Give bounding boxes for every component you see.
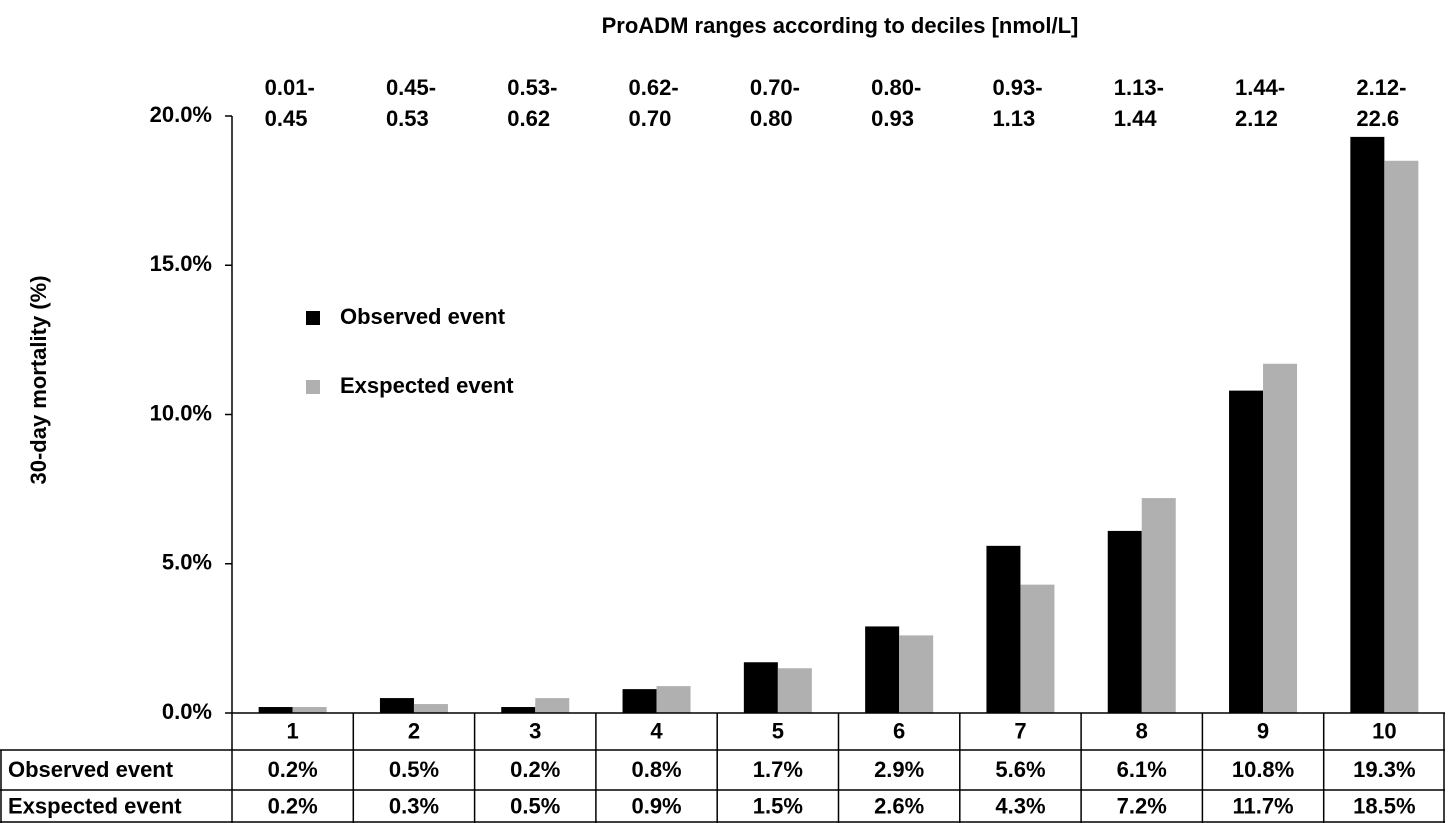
bar (501, 707, 536, 713)
x-tick-label: 1 (287, 718, 299, 743)
range-label: 0.80- (871, 75, 921, 100)
y-tick-label: 5.0% (162, 550, 212, 575)
bar (258, 707, 293, 713)
bar (656, 686, 691, 713)
table-value: 18.5% (1353, 793, 1415, 818)
range-label: 0.01- (265, 75, 315, 100)
range-label: 0.53- (507, 75, 557, 100)
x-tick-label: 2 (408, 718, 420, 743)
legend-label: Observed event (340, 304, 506, 329)
legend-swatch (306, 311, 320, 325)
bar (1229, 390, 1264, 713)
table-value: 0.8% (631, 757, 681, 782)
range-label: 1.13 (992, 106, 1035, 131)
table-value: 6.1% (1117, 757, 1167, 782)
table-value: 19.3% (1353, 757, 1415, 782)
bar (1263, 363, 1298, 713)
legend-label: Exspected event (340, 373, 514, 398)
bar (1141, 498, 1176, 713)
x-tick-label: 8 (1136, 718, 1148, 743)
range-label: 0.93- (992, 75, 1042, 100)
table-value: 1.5% (753, 793, 803, 818)
bar (1384, 160, 1419, 713)
bar (413, 704, 448, 713)
bar (1107, 530, 1142, 713)
table-value: 5.6% (995, 757, 1045, 782)
range-label: 0.70 (629, 106, 672, 131)
range-label: 0.62 (507, 106, 550, 131)
bar (899, 635, 934, 713)
bar (622, 689, 657, 713)
range-label: 22.6 (1356, 106, 1399, 131)
range-label: 2.12 (1235, 106, 1278, 131)
range-label: 0.45- (386, 75, 436, 100)
table-value: 0.2% (510, 757, 560, 782)
x-tick-label: 6 (893, 718, 905, 743)
table-value: 0.2% (268, 793, 318, 818)
table-value: 10.8% (1232, 757, 1294, 782)
table-value: 0.9% (631, 793, 681, 818)
y-tick-label: 0.0% (162, 699, 212, 724)
chart-title: ProADM ranges according to deciles [nmol… (602, 13, 1079, 38)
bar (743, 662, 778, 713)
table-value: 0.3% (389, 793, 439, 818)
x-tick-label: 3 (529, 718, 541, 743)
range-label: 0.53 (386, 106, 429, 131)
x-tick-label: 5 (772, 718, 784, 743)
range-label: 1.13- (1114, 75, 1164, 100)
y-tick-label: 20.0% (150, 102, 212, 127)
x-tick-label: 9 (1257, 718, 1269, 743)
table-value: 2.9% (874, 757, 924, 782)
range-label: 1.44- (1235, 75, 1285, 100)
x-tick-label: 7 (1014, 718, 1026, 743)
bar (1350, 136, 1385, 713)
bar (379, 698, 414, 713)
y-axis-title: 30-day mortality (%) (26, 275, 51, 484)
bar (535, 698, 570, 713)
range-label: 0.70- (750, 75, 800, 100)
table-row-label: Exspected event (8, 793, 182, 818)
table-value: 11.7% (1232, 793, 1293, 818)
range-label: 2.12- (1356, 75, 1406, 100)
legend-swatch (306, 380, 320, 394)
table-value: 0.5% (510, 793, 560, 818)
bar (1020, 584, 1055, 713)
table-row-label: Observed event (8, 757, 174, 782)
y-tick-label: 15.0% (150, 251, 212, 276)
table-value: 7.2% (1117, 793, 1167, 818)
table-value: 0.5% (389, 757, 439, 782)
x-tick-label: 10 (1372, 718, 1396, 743)
table-value: 4.3% (995, 793, 1045, 818)
table-value: 2.6% (874, 793, 924, 818)
range-label: 0.45 (265, 106, 308, 131)
range-label: 0.62- (629, 75, 679, 100)
bar (865, 626, 900, 713)
table-value: 1.7% (753, 757, 803, 782)
y-tick-label: 10.0% (150, 400, 212, 425)
range-label: 1.44 (1114, 106, 1158, 131)
range-label: 0.93 (871, 106, 914, 131)
x-tick-label: 4 (650, 718, 663, 743)
range-label: 0.80 (750, 106, 793, 131)
bar (986, 545, 1021, 713)
bar (292, 707, 327, 713)
bar (777, 668, 812, 713)
table-value: 0.2% (268, 757, 318, 782)
